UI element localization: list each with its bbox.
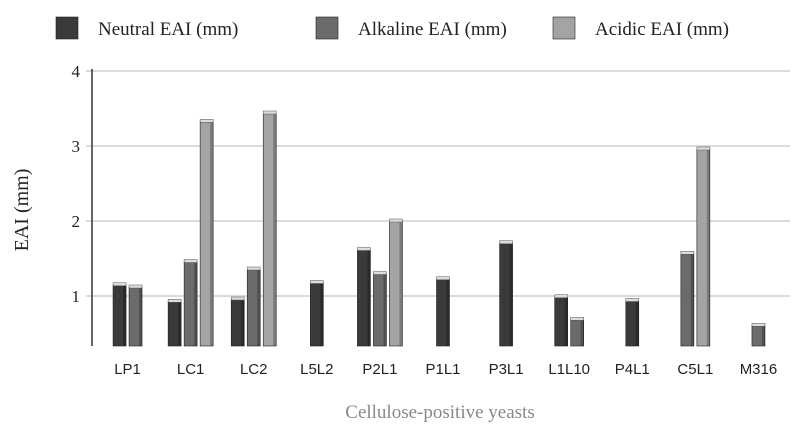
bar-LC1-alkaline xyxy=(183,259,198,347)
bar-P2L1-acidic xyxy=(389,218,403,347)
bar-LC2-acidic xyxy=(262,110,277,347)
bar-LC2-alkaline xyxy=(246,266,261,347)
x-tick-label: P2L1 xyxy=(362,361,397,378)
legend: Neutral EAI (mm) Alkaline EAI (mm) Acidic … xyxy=(55,16,729,40)
bar-C5L1-acidic xyxy=(696,146,711,347)
x-tick-label: P4L1 xyxy=(615,361,650,378)
legend-label: Alkaline EAI (mm) xyxy=(358,19,507,40)
bar-L1L10-alkaline xyxy=(570,317,584,347)
y-tick-label: 1 xyxy=(72,287,81,306)
legend-item: Alkaline EAI (mm) xyxy=(315,16,507,40)
legend-label: Neutral EAI (mm) xyxy=(98,19,238,40)
y-tick-label: 3 xyxy=(72,137,81,156)
x-tick-label: C5L1 xyxy=(677,361,713,378)
y-axis-label: EAI (mm) xyxy=(11,169,33,252)
legend-item: Acidic EAI (mm) xyxy=(552,16,729,40)
y-tick-label: 2 xyxy=(72,212,81,231)
bar-LP1-alkaline xyxy=(128,284,143,347)
bar-L5L2-neutral xyxy=(310,280,324,347)
x-tick-label: M316 xyxy=(740,361,778,378)
x-axis-label: Cellulose-positive yeasts xyxy=(345,402,534,423)
bar-LC1-acidic xyxy=(199,119,214,347)
x-tick-label: LC2 xyxy=(240,361,268,378)
bar-P2L1-neutral xyxy=(357,247,371,347)
bar-L1L10-neutral xyxy=(554,294,568,347)
legend-label: Acidic EAI (mm) xyxy=(595,19,729,40)
bar-LC2-neutral xyxy=(230,296,245,347)
x-tick-labels: LP1 LC1 LC2 L5L2 P2L1 P1L1 P3L1 L1L10 P4L1 C5L1 M3… xyxy=(114,361,777,378)
bar-P1L1-neutral xyxy=(436,276,450,347)
bar-LP1-neutral xyxy=(112,282,127,347)
bar-P2L1-alkaline xyxy=(373,271,387,347)
bar-P3L1-neutral xyxy=(499,240,513,347)
legend-swatch xyxy=(552,16,576,40)
bars xyxy=(112,110,766,347)
y-tick-labels: 1 2 3 4 xyxy=(72,62,81,306)
y-tick-label: 4 xyxy=(72,62,81,81)
x-tick-label: LC1 xyxy=(177,361,205,378)
legend-swatch xyxy=(315,16,339,40)
x-tick-label: L5L2 xyxy=(300,361,333,378)
bar-LC1-neutral xyxy=(167,299,182,347)
legend-item: Neutral EAI (mm) xyxy=(55,16,238,40)
bar-P4L1-neutral xyxy=(625,298,640,347)
x-tick-label: P3L1 xyxy=(489,361,524,378)
x-tick-label: P1L1 xyxy=(425,361,460,378)
bar-M316-alkaline xyxy=(751,323,766,347)
bar-C5L1-alkaline xyxy=(680,251,695,347)
legend-swatch xyxy=(55,16,79,40)
x-tick-label: LP1 xyxy=(114,361,141,378)
x-tick-label: L1L10 xyxy=(548,361,590,378)
